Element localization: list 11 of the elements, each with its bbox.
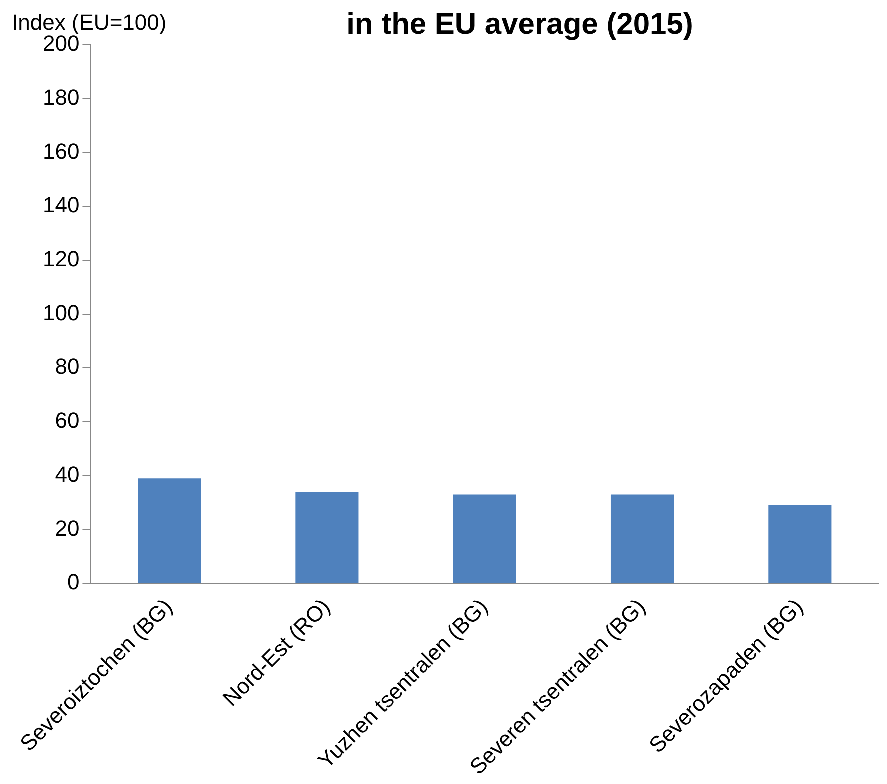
y-tick-label: 120 — [42, 246, 80, 272]
y-tick-label: 100 — [42, 300, 80, 326]
y-tick-label: 20 — [55, 516, 80, 541]
y-tick-label: 60 — [55, 408, 80, 434]
y-tick-label: 0 — [67, 570, 80, 595]
y-tick-label: 40 — [55, 462, 80, 487]
y-tick-label: 80 — [55, 354, 80, 380]
y-tick-label: 180 — [42, 84, 80, 110]
y-tick-label: 160 — [42, 138, 80, 164]
chart-title: in the EU average (2015) — [346, 8, 694, 41]
y-tick-label: 140 — [42, 192, 80, 218]
